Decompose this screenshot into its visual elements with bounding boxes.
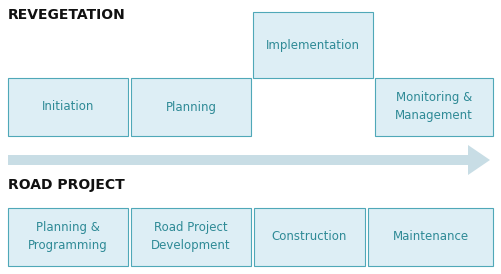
- Text: REVEGETATION: REVEGETATION: [8, 8, 126, 22]
- Text: Maintenance: Maintenance: [392, 230, 468, 244]
- Bar: [131, 78, 251, 136]
- Bar: [375, 78, 493, 136]
- Text: Implementation: Implementation: [266, 39, 360, 52]
- Text: Road Project
Development: Road Project Development: [151, 221, 231, 253]
- Polygon shape: [8, 145, 490, 175]
- Bar: [131, 208, 251, 266]
- Text: Construction: Construction: [272, 230, 347, 244]
- Text: Planning: Planning: [165, 101, 216, 113]
- Bar: [8, 78, 128, 136]
- Bar: [253, 12, 373, 78]
- Text: Monitoring &
Management: Monitoring & Management: [395, 92, 473, 122]
- Text: Initiation: Initiation: [42, 101, 94, 113]
- Text: ROAD PROJECT: ROAD PROJECT: [8, 178, 125, 192]
- Bar: [368, 208, 493, 266]
- Bar: [8, 208, 128, 266]
- Text: Planning &
Programming: Planning & Programming: [28, 221, 108, 253]
- Bar: [254, 208, 365, 266]
